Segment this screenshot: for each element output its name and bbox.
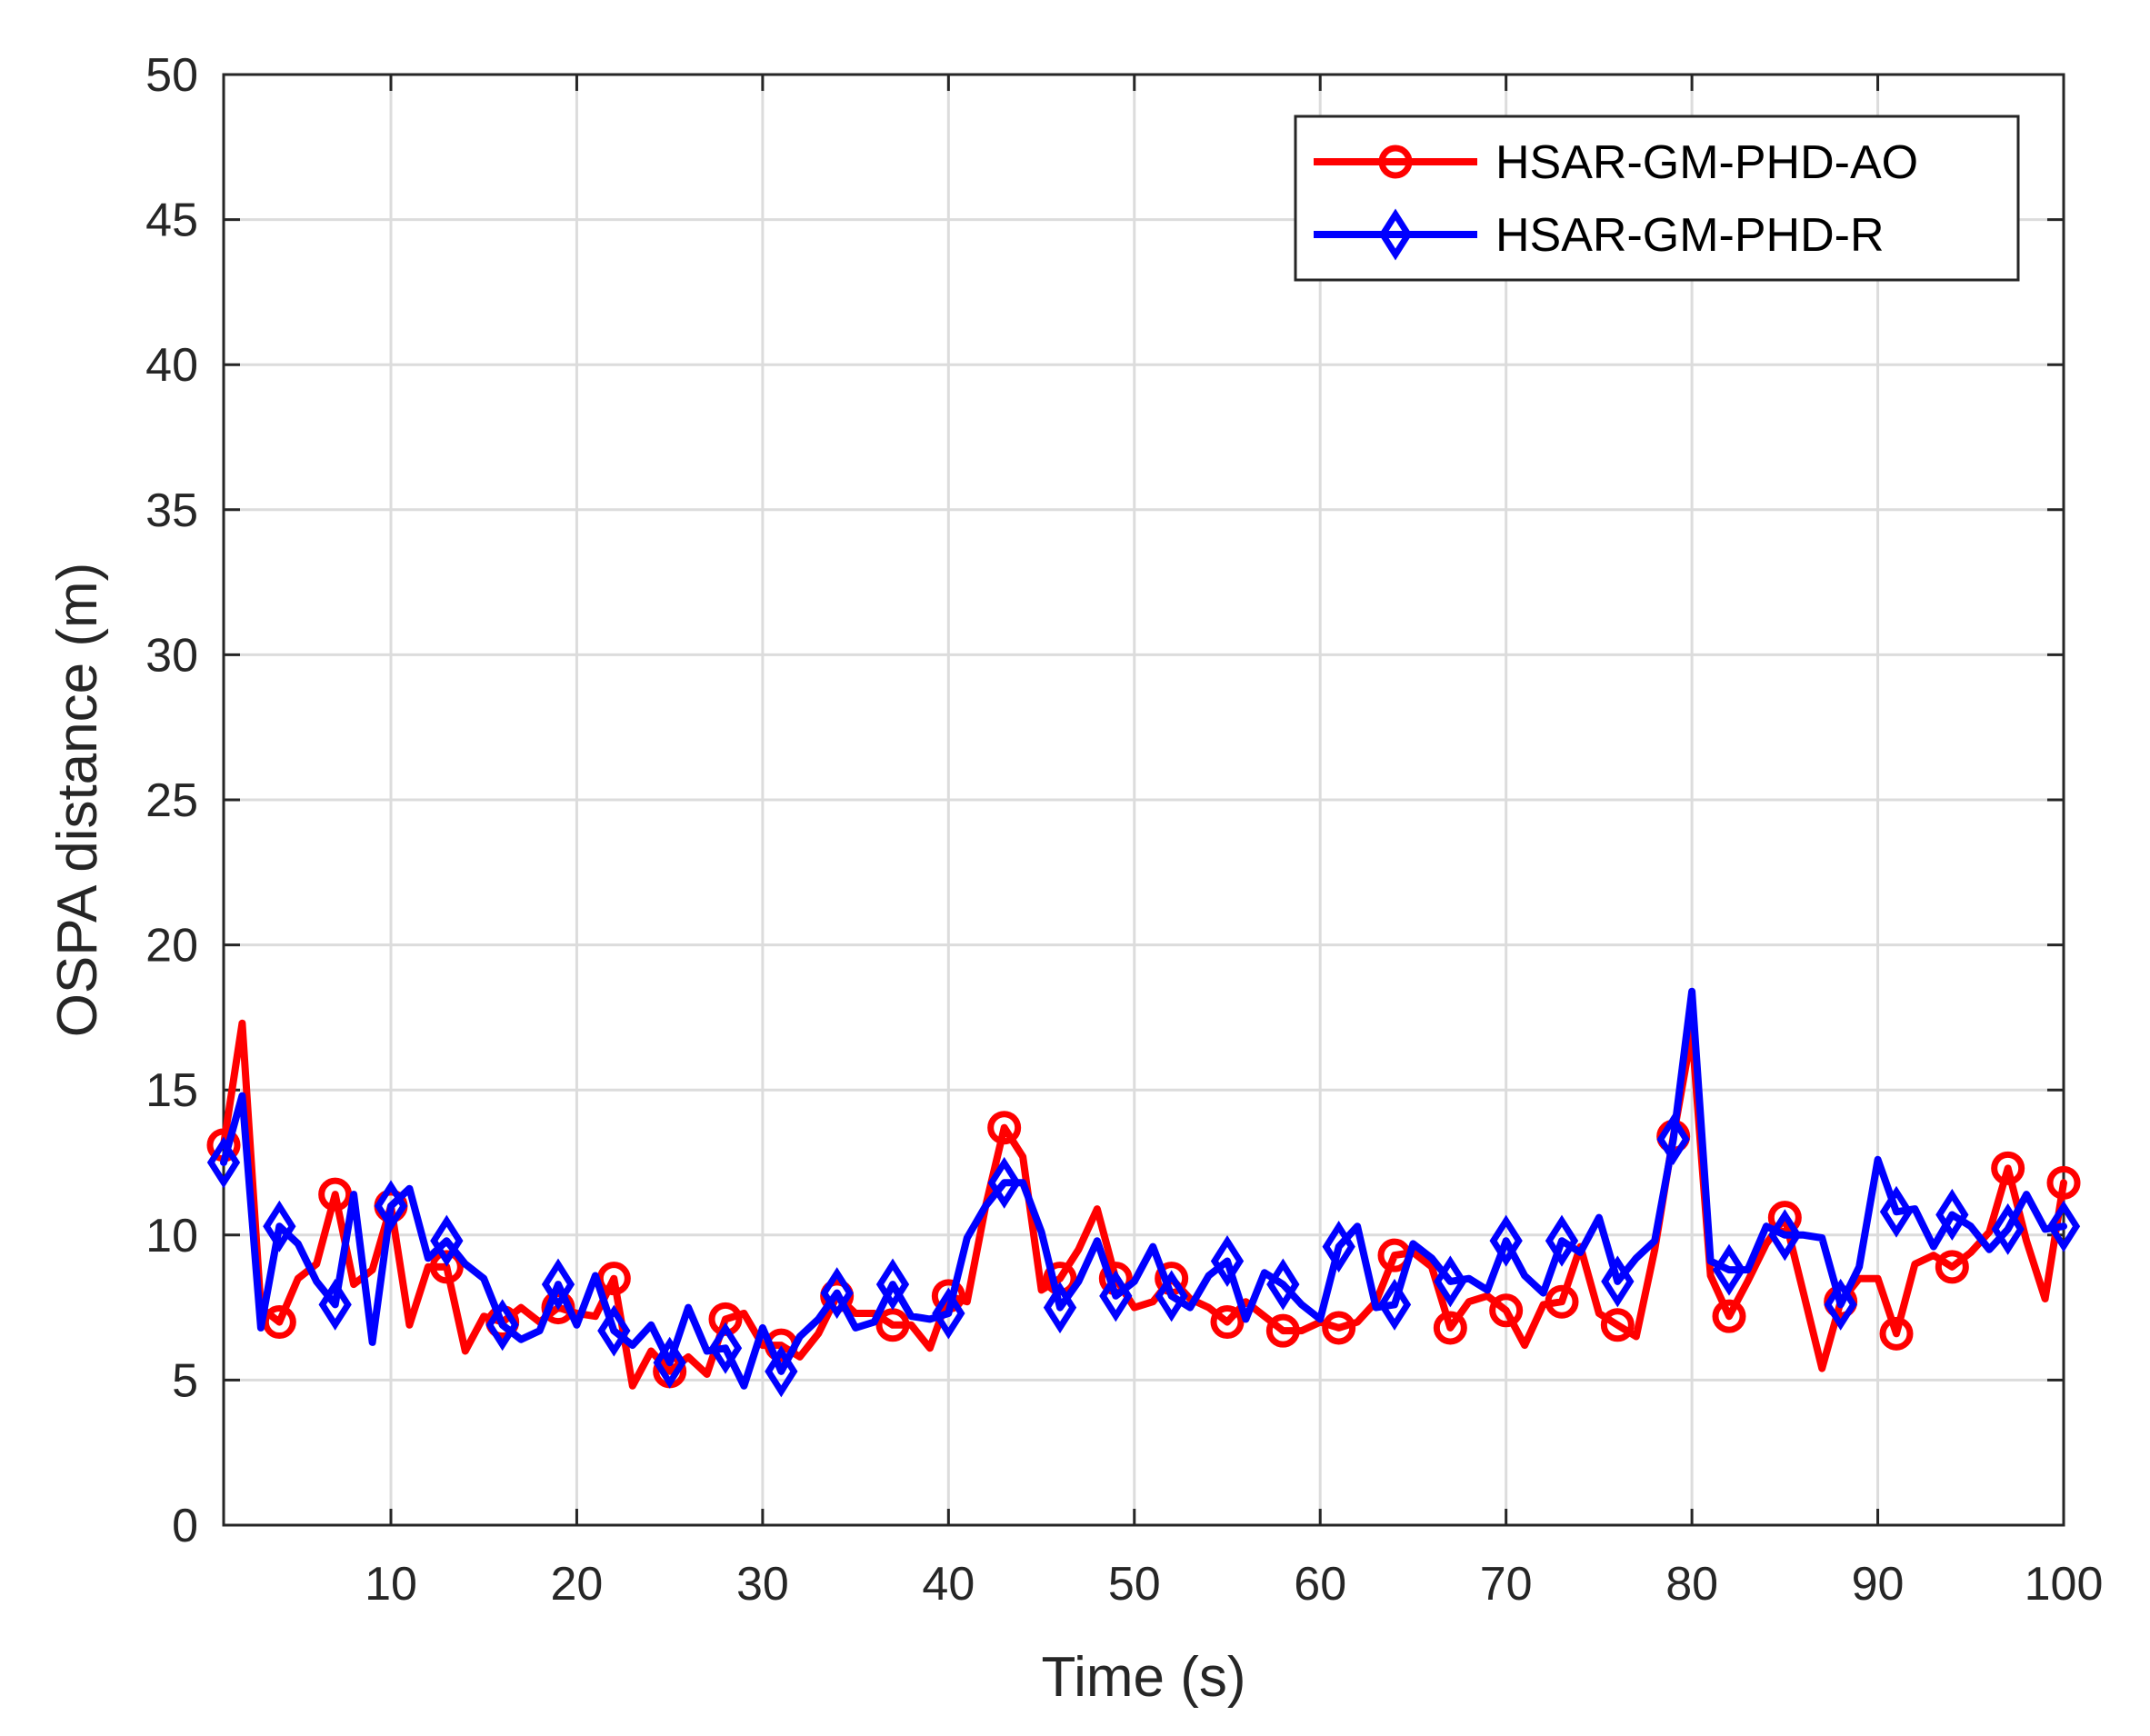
data-point-marker <box>987 1156 1021 1209</box>
y-tick-label: 0 <box>172 1500 198 1552</box>
data-point-marker <box>318 1278 352 1331</box>
x-tick-label: 90 <box>1852 1558 1905 1611</box>
y-tick-label: 10 <box>145 1210 198 1262</box>
series-HSAR-GM-PHD-R <box>206 987 2081 1398</box>
x-tick-label: 80 <box>1665 1558 1718 1611</box>
legend-box <box>1294 115 2020 282</box>
data-point-marker <box>1656 1112 1690 1165</box>
x-tick-label: 100 <box>2025 1558 2104 1611</box>
legend-label: HSAR-GM-PHD-R <box>1495 209 1885 262</box>
data-point-marker <box>318 1177 353 1212</box>
data-point-marker <box>1991 1151 2025 1185</box>
legend-swatch-marker <box>1378 208 1413 261</box>
data-point-marker <box>1545 1284 1579 1319</box>
y-axis-label: OSPA distance (m) <box>46 563 109 1038</box>
data-point-marker <box>374 1180 408 1232</box>
data-point-marker <box>820 1267 854 1320</box>
y-tick-label: 45 <box>145 195 198 247</box>
data-point-marker <box>875 1308 910 1342</box>
data-point-marker <box>596 1262 631 1296</box>
y-tick-label: 30 <box>145 629 198 682</box>
data-point-marker <box>541 1258 575 1311</box>
data-point-marker <box>1155 1270 1188 1322</box>
data-point-marker <box>932 1287 965 1340</box>
data-point-marker <box>1433 1311 1467 1345</box>
data-point-marker <box>1935 1250 1969 1284</box>
x-tick-label: 60 <box>1294 1558 1346 1611</box>
legend: HSAR-GM-PHD-AO HSAR-GM-PHD-R <box>1294 115 2020 282</box>
legend-item: HSAR-GM-PHD-AO <box>1314 136 1918 189</box>
data-point-marker <box>1879 1316 1914 1351</box>
data-point-marker <box>1489 1214 1523 1267</box>
x-tick-label: 40 <box>922 1558 975 1611</box>
data-point-marker <box>1600 1308 1635 1342</box>
data-point-marker <box>1991 1202 2025 1255</box>
data-point-marker <box>1601 1255 1635 1308</box>
data-point-marker <box>708 1322 743 1374</box>
data-point-marker <box>1489 1293 1524 1328</box>
data-point-marker <box>1099 1270 1133 1322</box>
data-point-marker <box>1712 1243 1746 1296</box>
data-point-marker <box>1377 1278 1412 1331</box>
data-point-marker <box>1210 1235 1245 1288</box>
legend-item: HSAR-GM-PHD-R <box>1314 208 1885 262</box>
data-point-marker <box>1545 1214 1579 1267</box>
data-point-marker <box>429 1250 464 1284</box>
data-point-marker <box>987 1111 1022 1145</box>
series <box>206 987 2081 1398</box>
data-point-marker <box>206 1136 241 1189</box>
data-point-marker <box>1322 1311 1356 1345</box>
data-point-marker <box>430 1214 464 1267</box>
data-point-marker <box>875 1258 910 1311</box>
legend-label: HSAR-GM-PHD-AO <box>1495 136 1918 189</box>
y-tick-label: 25 <box>145 774 198 827</box>
legend-swatch-marker <box>1378 145 1413 179</box>
data-point-marker <box>262 1305 296 1340</box>
data-point-marker <box>597 1304 631 1357</box>
y-tick-label: 5 <box>172 1354 198 1407</box>
axis-ticks: 10 20 30 40 50 60 70 80 90 100 0 5 10 15 20 25 30 35 40 45 5… <box>145 49 2103 1611</box>
x-axis-label: Time (s) <box>1042 1646 1246 1709</box>
data-point-marker <box>765 1345 798 1398</box>
data-point-marker <box>263 1200 296 1252</box>
data-point-marker <box>485 1299 519 1352</box>
data-point-marker <box>2046 1165 2081 1200</box>
series-line <box>220 987 2067 1390</box>
y-tick-label: 35 <box>145 484 198 537</box>
data-point-marker <box>1322 1221 1355 1273</box>
y-tick-label: 20 <box>145 920 198 973</box>
data-point-marker <box>2046 1200 2081 1252</box>
data-point-marker <box>1712 1299 1746 1333</box>
data-point-marker <box>1043 1282 1077 1334</box>
y-tick-label: 50 <box>145 49 198 102</box>
x-tick-label: 70 <box>1480 1558 1533 1611</box>
data-point-marker <box>1768 1209 1802 1262</box>
x-tick-label: 10 <box>365 1558 417 1611</box>
x-tick-label: 30 <box>736 1558 789 1611</box>
data-point-marker <box>1935 1188 1969 1241</box>
y-tick-label: 15 <box>145 1064 198 1117</box>
x-tick-label: 50 <box>1108 1558 1161 1611</box>
data-point-marker <box>1434 1255 1467 1308</box>
data-point-marker <box>1824 1278 1857 1331</box>
data-point-marker <box>1879 1185 1914 1238</box>
data-point-marker <box>1265 1313 1300 1348</box>
x-tick-label: 20 <box>551 1558 604 1611</box>
data-point-marker <box>1210 1305 1245 1340</box>
data-point-marker <box>653 1336 686 1389</box>
data-point-marker <box>1266 1258 1300 1311</box>
series-line <box>220 1019 2067 1390</box>
y-tick-label: 40 <box>145 339 198 392</box>
